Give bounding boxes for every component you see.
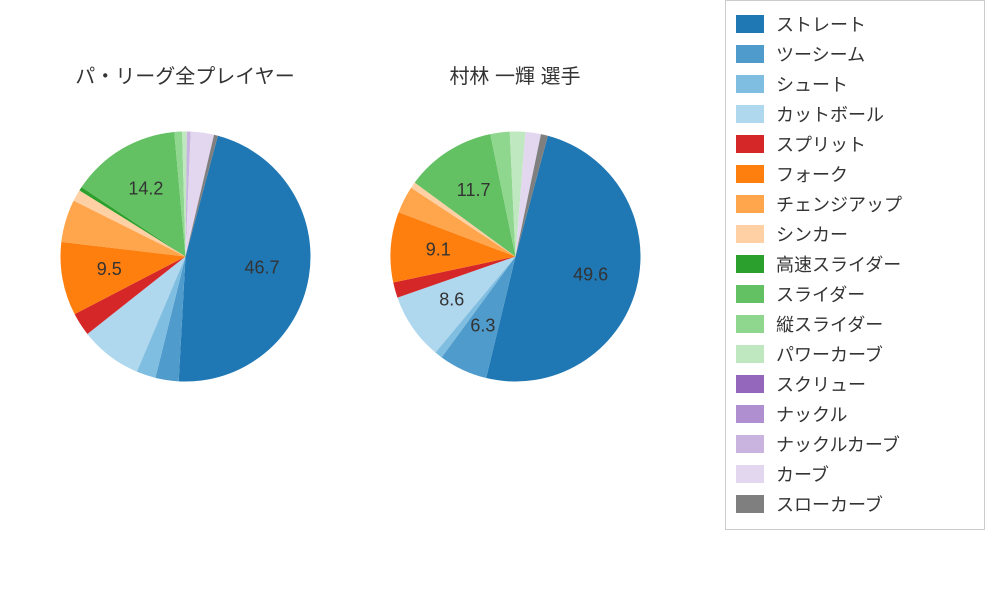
legend-item: スライダー <box>736 281 974 307</box>
legend-swatch <box>736 165 764 183</box>
pie-slice-label: 49.6 <box>573 264 608 284</box>
legend-swatch <box>736 285 764 303</box>
legend-label: スクリュー <box>776 371 866 397</box>
legend-swatch <box>736 225 764 243</box>
legend-swatch <box>736 405 764 423</box>
legend-item: ナックル <box>736 401 974 427</box>
pie-block: パ・リーグ全プレイヤー 46.7 9.5 14.2 <box>48 60 323 394</box>
legend-label: カットボール <box>776 101 884 127</box>
legend-item: ストレート <box>736 11 974 37</box>
pie-chart-svg: 49.6 6.3 8.6 9.1 11.7 <box>378 119 653 394</box>
legend-label: スローカーブ <box>776 491 883 517</box>
legend-label: シュート <box>776 71 848 97</box>
legend-swatch <box>736 315 764 333</box>
pie-slice-label: 9.1 <box>425 239 450 259</box>
pie-slice-label: 46.7 <box>244 257 279 277</box>
pie-title: 村林 一輝 選手 <box>449 60 580 89</box>
legend-item: シュート <box>736 71 974 97</box>
legend-label: シンカー <box>776 221 848 247</box>
pie-slice-label: 6.3 <box>470 316 495 336</box>
legend-label: スライダー <box>776 281 865 307</box>
pie-slice-label: 9.5 <box>96 259 121 279</box>
legend-item: スプリット <box>736 131 974 157</box>
legend-swatch <box>736 105 764 123</box>
legend-swatch <box>736 255 764 273</box>
legend-item: ツーシーム <box>736 41 974 67</box>
legend-label: ナックルカーブ <box>776 431 900 457</box>
pie-chart-svg: 46.7 9.5 14.2 <box>48 119 323 394</box>
legend-swatch <box>736 495 764 513</box>
legend-item: 高速スライダー <box>736 251 974 277</box>
legend-swatch <box>736 345 764 363</box>
legend-label: チェンジアップ <box>776 191 902 217</box>
legend-item: シンカー <box>736 221 974 247</box>
legend-item: スクリュー <box>736 371 974 397</box>
legend-item: ナックルカーブ <box>736 431 974 457</box>
legend-item: パワーカーブ <box>736 341 974 367</box>
legend-swatch <box>736 15 764 33</box>
legend-label: 高速スライダー <box>776 251 901 277</box>
pie-block: 村林 一輝 選手 49.6 6.3 8.6 9.1 11.7 <box>378 60 653 394</box>
legend-label: ツーシーム <box>776 41 865 67</box>
legend-label: スプリット <box>776 131 866 157</box>
legend-item: カットボール <box>736 101 974 127</box>
legend-item: チェンジアップ <box>736 191 974 217</box>
legend-swatch <box>736 375 764 393</box>
legend-item: フォーク <box>736 161 974 187</box>
pie-title: パ・リーグ全プレイヤー <box>75 60 294 89</box>
legend-label: カーブ <box>776 461 829 487</box>
legend-item: カーブ <box>736 461 974 487</box>
legend-swatch <box>736 75 764 93</box>
pie-slice-label: 8.6 <box>439 289 464 309</box>
chart-container: パ・リーグ全プレイヤー 46.7 9.5 14.2 村林 一輝 選手 49.6 6.3 8.6… <box>0 0 1000 600</box>
legend-label: ストレート <box>776 11 866 37</box>
legend-label: パワーカーブ <box>776 341 883 367</box>
legend-swatch <box>736 465 764 483</box>
legend-label: フォーク <box>776 161 848 187</box>
legend-item: スローカーブ <box>736 491 974 517</box>
pie-slice-label: 14.2 <box>128 179 163 199</box>
legend-label: ナックル <box>776 401 847 427</box>
legend-swatch <box>736 135 764 153</box>
legend-item: 縦スライダー <box>736 311 974 337</box>
legend-swatch <box>736 45 764 63</box>
legend-label: 縦スライダー <box>776 311 883 337</box>
legend: ストレートツーシームシュートカットボールスプリットフォークチェンジアップシンカー… <box>725 0 985 530</box>
pie-charts-area: パ・リーグ全プレイヤー 46.7 9.5 14.2 村林 一輝 選手 49.6 6.3 8.6… <box>20 60 680 540</box>
pie-slice-label: 11.7 <box>456 180 490 200</box>
legend-swatch <box>736 435 764 453</box>
legend-swatch <box>736 195 764 213</box>
